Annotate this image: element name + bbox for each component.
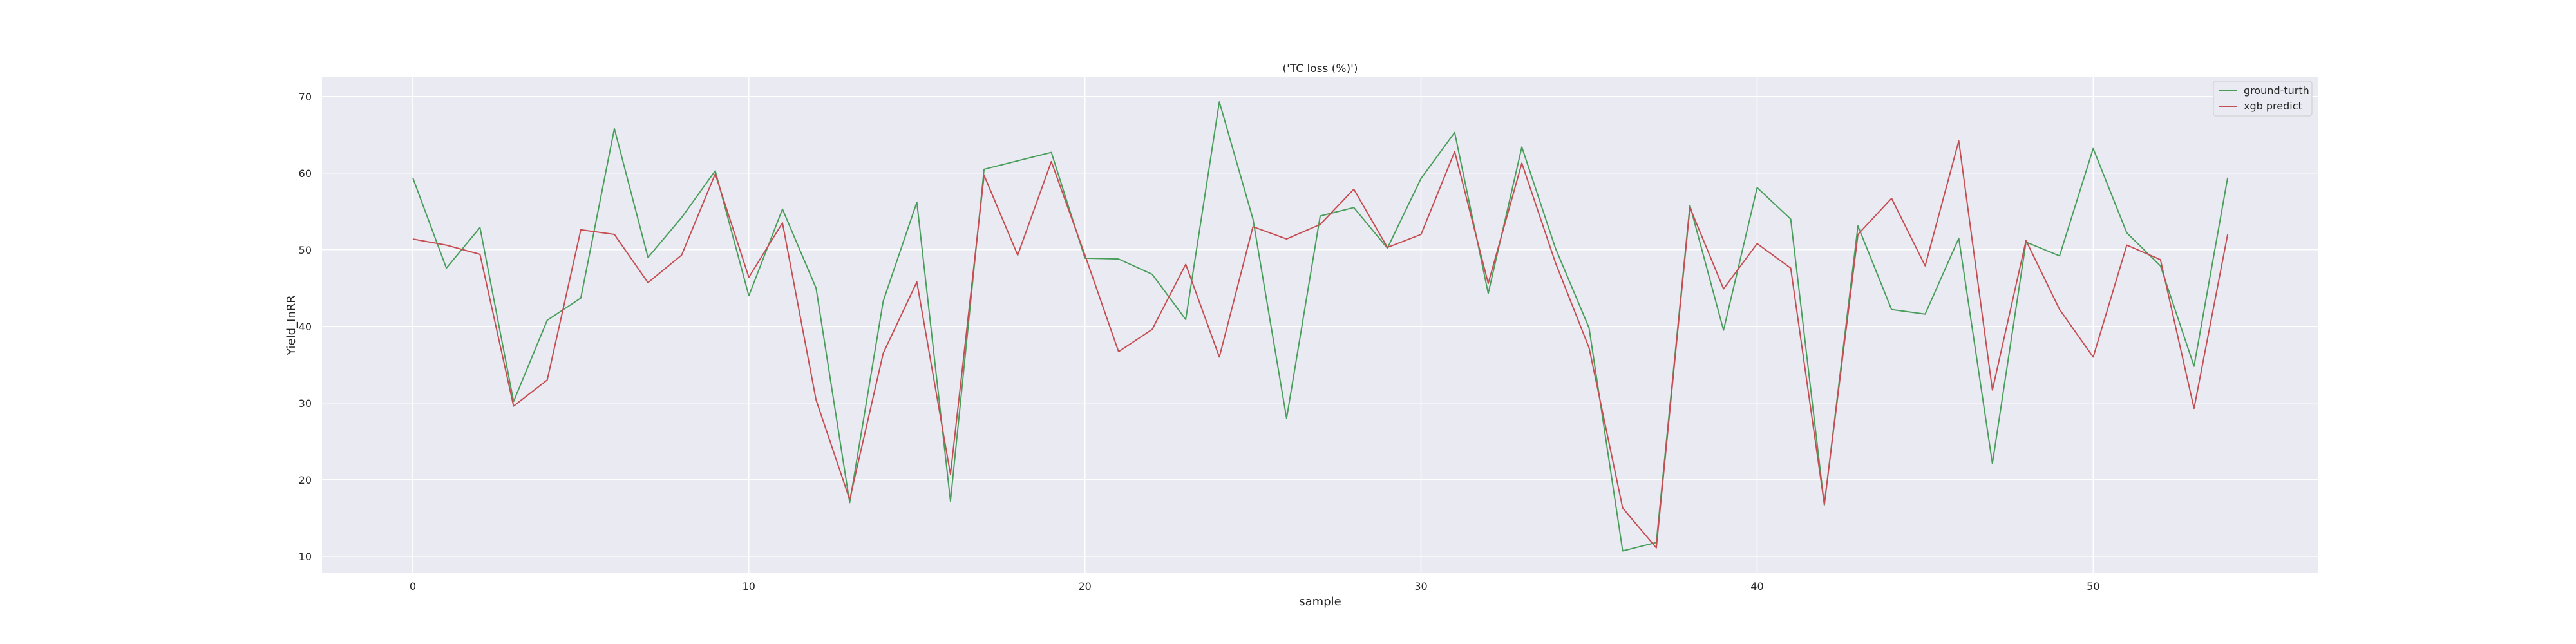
x-tick-label: 0 [410, 580, 416, 592]
y-tick-label: 50 [299, 244, 312, 256]
x-axis-label: sample [1299, 595, 1341, 609]
series-line-ground-turth [412, 101, 2229, 552]
x-tick-label: 40 [1750, 580, 1763, 592]
legend-box [2213, 80, 2313, 117]
x-tick-label: 10 [743, 580, 755, 592]
legend-label-xgb-predict: xgb predict [2244, 100, 2302, 112]
x-tick-label: 30 [1414, 580, 1427, 592]
y-tick-label: 60 [299, 167, 312, 180]
x-tick-label: 20 [1079, 580, 1092, 592]
y-ticks: 10 20 30 40 50 60 70 [299, 91, 312, 563]
series-lines [412, 101, 2229, 552]
x-tick-label: 50 [2087, 580, 2099, 592]
y-tick-label: 10 [299, 551, 312, 563]
series-line-xgb-predict [412, 140, 2229, 549]
y-tick-label: 40 [299, 321, 312, 333]
legend-label-ground-turth: ground-turth [2244, 84, 2309, 97]
y-tick-label: 30 [299, 397, 312, 410]
y-tick-label: 70 [299, 91, 312, 103]
legend: ground-turth xgb predict [2213, 80, 2313, 117]
y-axis-label: Yield_InRR [285, 295, 298, 356]
plot-background [322, 77, 2318, 573]
chart-title: ('TC loss (%)') [1283, 62, 1358, 75]
x-ticks: 0 10 20 30 40 50 [410, 580, 2100, 592]
y-tick-label: 20 [299, 474, 312, 486]
